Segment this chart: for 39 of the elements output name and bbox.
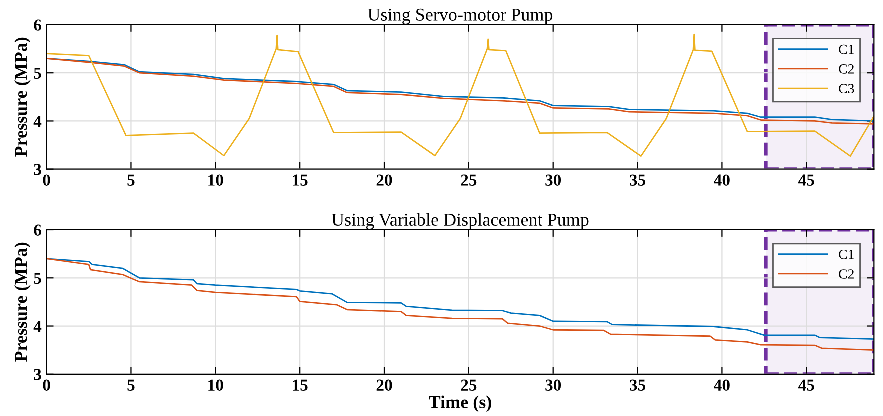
chart-title: Using Variable Displacement Pump xyxy=(332,213,589,230)
x-tick-label: 30 xyxy=(546,174,562,186)
x-tick-label: 0 xyxy=(43,380,50,391)
x-tick-label: 45 xyxy=(798,380,814,391)
x-tick-label: 25 xyxy=(461,380,477,391)
y-tick-label: 5 xyxy=(34,273,42,284)
legend-label: C3 xyxy=(839,84,854,94)
y-tick-label: 5 xyxy=(34,68,42,80)
x-tick-label: 40 xyxy=(714,380,730,391)
x-tick-label: 20 xyxy=(376,380,392,391)
y-tick-label: 6 xyxy=(34,20,42,31)
chart-title: Using Servo-motor Pump xyxy=(368,8,553,25)
y-tick-label: 3 xyxy=(34,164,42,176)
x-tick-label: 10 xyxy=(208,174,224,186)
y-tick-label: 4 xyxy=(34,321,42,332)
x-tick-label: 20 xyxy=(376,174,392,186)
y-tick-label: 4 xyxy=(34,116,42,128)
x-tick-label: 10 xyxy=(208,380,224,391)
x-tick-label: 15 xyxy=(293,174,308,186)
y-tick-label: 6 xyxy=(34,224,42,236)
x-tick-label: 30 xyxy=(546,380,562,391)
x-tick-label: 5 xyxy=(128,380,135,391)
x-tick-label: 5 xyxy=(128,174,135,186)
legend-label: C1 xyxy=(839,250,854,260)
x-tick-label: 40 xyxy=(714,174,730,186)
legend-label: C1 xyxy=(839,44,854,54)
line-series xyxy=(46,34,874,158)
x-tick-label: 35 xyxy=(630,380,646,391)
y-axis-title: Pressure (MPa) xyxy=(14,242,31,362)
x-tick-label: 15 xyxy=(293,380,308,391)
x-tick-label: 0 xyxy=(43,174,50,186)
x-axis-title: Time (s) xyxy=(429,396,492,412)
x-tick-label: 35 xyxy=(630,174,646,186)
x-tick-label: 25 xyxy=(461,174,477,186)
x-tick-label: 45 xyxy=(798,174,814,186)
legend-label: C2 xyxy=(839,270,854,279)
legend-label: C2 xyxy=(839,64,854,74)
y-tick-label: 3 xyxy=(34,369,42,380)
y-axis-title: Pressure (MPa) xyxy=(14,38,31,157)
